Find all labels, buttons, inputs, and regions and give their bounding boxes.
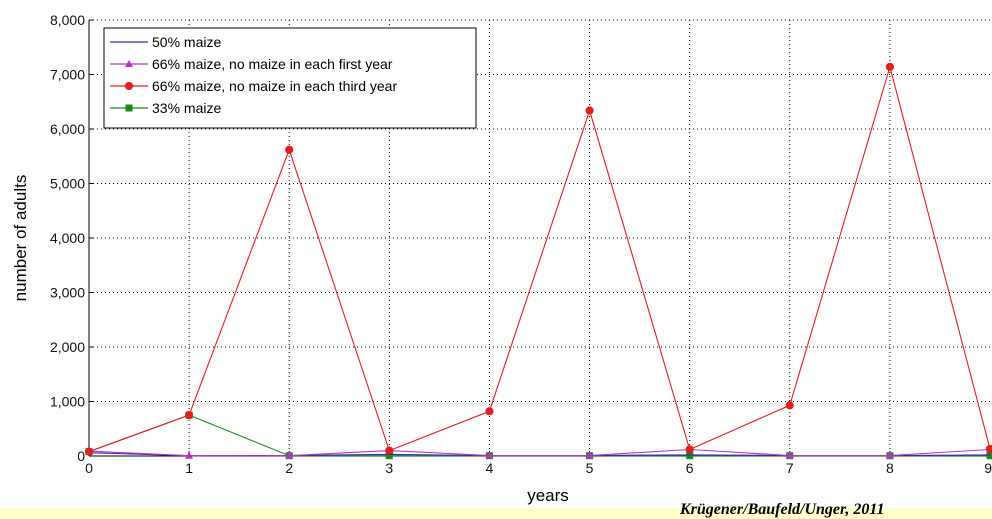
y-tick-label: 7,000 [50,67,85,83]
x-tick-label: 6 [686,460,694,476]
credit-text: Krügener/Baufeld/Unger, 2011 [679,501,884,518]
x-tick-label: 0 [85,460,93,476]
legend-entry: 66% maize, no maize in each first year [110,56,393,72]
series-2 [85,445,992,459]
series-group [84,62,992,460]
data-point [185,411,194,420]
data-point [84,447,94,456]
series-3 [84,62,992,456]
y-tick-label: 6,000 [50,121,85,137]
y-tick-label: 3,000 [50,285,85,301]
data-point [985,444,992,454]
series-4 [85,411,992,460]
data-point [585,451,594,459]
x-tick-label: 3 [385,460,393,476]
y-tick-label: 0 [77,448,85,464]
footer-strip [0,508,992,519]
data-point [885,451,894,459]
legend-marker [125,60,133,67]
x-axis-label: years [527,486,569,505]
legend: 50% maize 66% maize, no maize in each fir… [103,27,477,129]
data-point [385,446,394,455]
legend-marker [125,104,133,112]
data-point [485,407,494,416]
data-point [285,451,294,459]
x-tick-label: 8 [886,460,894,476]
y-tick-label: 5,000 [50,176,85,192]
data-point [986,452,992,460]
data-point [485,451,494,459]
y-tick-label: 1,000 [50,394,85,410]
y-tick-labels: 0 1,000 2,000 3,000 4,000 5,000 6,000 7,000 8,00… [50,12,85,464]
data-point [686,452,694,460]
series-line [88,64,991,453]
x-tick-labels: 0 1 2 3 4 5 6 7 8 9 [85,460,992,476]
x-tick-label: 9 [984,460,992,476]
legend-entry: 66% maize, no maize in each third year [110,78,397,94]
data-point [785,401,794,410]
legend-marker [124,81,134,91]
data-point [785,451,794,459]
data-point [185,451,194,459]
legend-label: 66% maize, no maize in each first year [152,56,393,72]
y-tick-label: 4,000 [50,230,85,246]
data-point [285,145,294,154]
legend-box [103,27,477,129]
x-tick-label: 2 [285,460,293,476]
legend-entry: 33% maize [110,100,221,116]
series-line [88,448,991,457]
series-line [88,414,990,457]
data-point [885,62,894,71]
data-point [385,452,393,460]
data-point [685,445,694,454]
legend-label: 66% maize, no maize in each third year [152,78,397,94]
x-tick-label: 5 [586,460,594,476]
y-axis-label: number of adults [11,175,30,302]
legend-label: 33% maize [152,100,221,116]
legend-entry: 50% maize [110,34,221,50]
y-tick-label: 2,000 [50,339,85,355]
legend-label: 50% maize [152,34,221,50]
x-tick-label: 1 [185,460,193,476]
data-point [585,106,594,115]
x-tick-label: 4 [486,460,494,476]
x-tick-label: 7 [786,460,794,476]
y-tick-label: 8,000 [50,12,85,28]
